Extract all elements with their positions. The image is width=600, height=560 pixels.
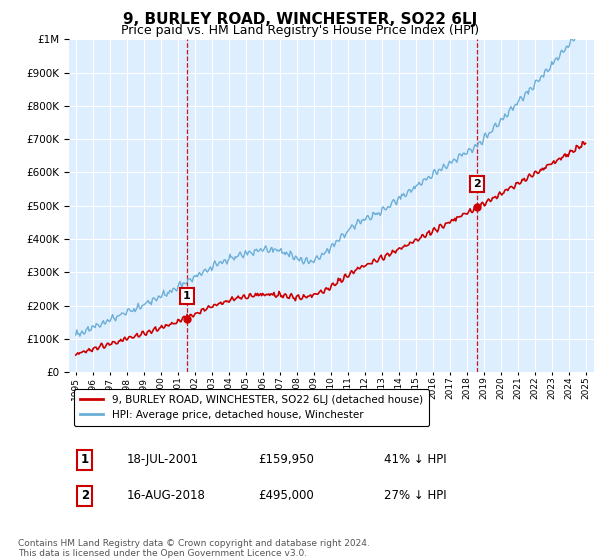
Legend: 9, BURLEY ROAD, WINCHESTER, SO22 6LJ (detached house), HPI: Average price, detac: 9, BURLEY ROAD, WINCHESTER, SO22 6LJ (de…	[74, 389, 429, 426]
Text: 1: 1	[183, 291, 191, 301]
Text: Contains HM Land Registry data © Crown copyright and database right 2024.
This d: Contains HM Land Registry data © Crown c…	[18, 539, 370, 558]
Text: 41% ↓ HPI: 41% ↓ HPI	[384, 453, 446, 466]
Text: 2: 2	[80, 489, 89, 502]
Text: 2: 2	[473, 179, 481, 189]
Text: 9, BURLEY ROAD, WINCHESTER, SO22 6LJ: 9, BURLEY ROAD, WINCHESTER, SO22 6LJ	[123, 12, 477, 27]
Text: 1: 1	[80, 453, 89, 466]
Text: 18-JUL-2001: 18-JUL-2001	[127, 453, 199, 466]
Text: £495,000: £495,000	[258, 489, 314, 502]
Text: Price paid vs. HM Land Registry's House Price Index (HPI): Price paid vs. HM Land Registry's House …	[121, 24, 479, 36]
Text: 16-AUG-2018: 16-AUG-2018	[127, 489, 206, 502]
Text: £159,950: £159,950	[258, 453, 314, 466]
Text: 27% ↓ HPI: 27% ↓ HPI	[384, 489, 446, 502]
